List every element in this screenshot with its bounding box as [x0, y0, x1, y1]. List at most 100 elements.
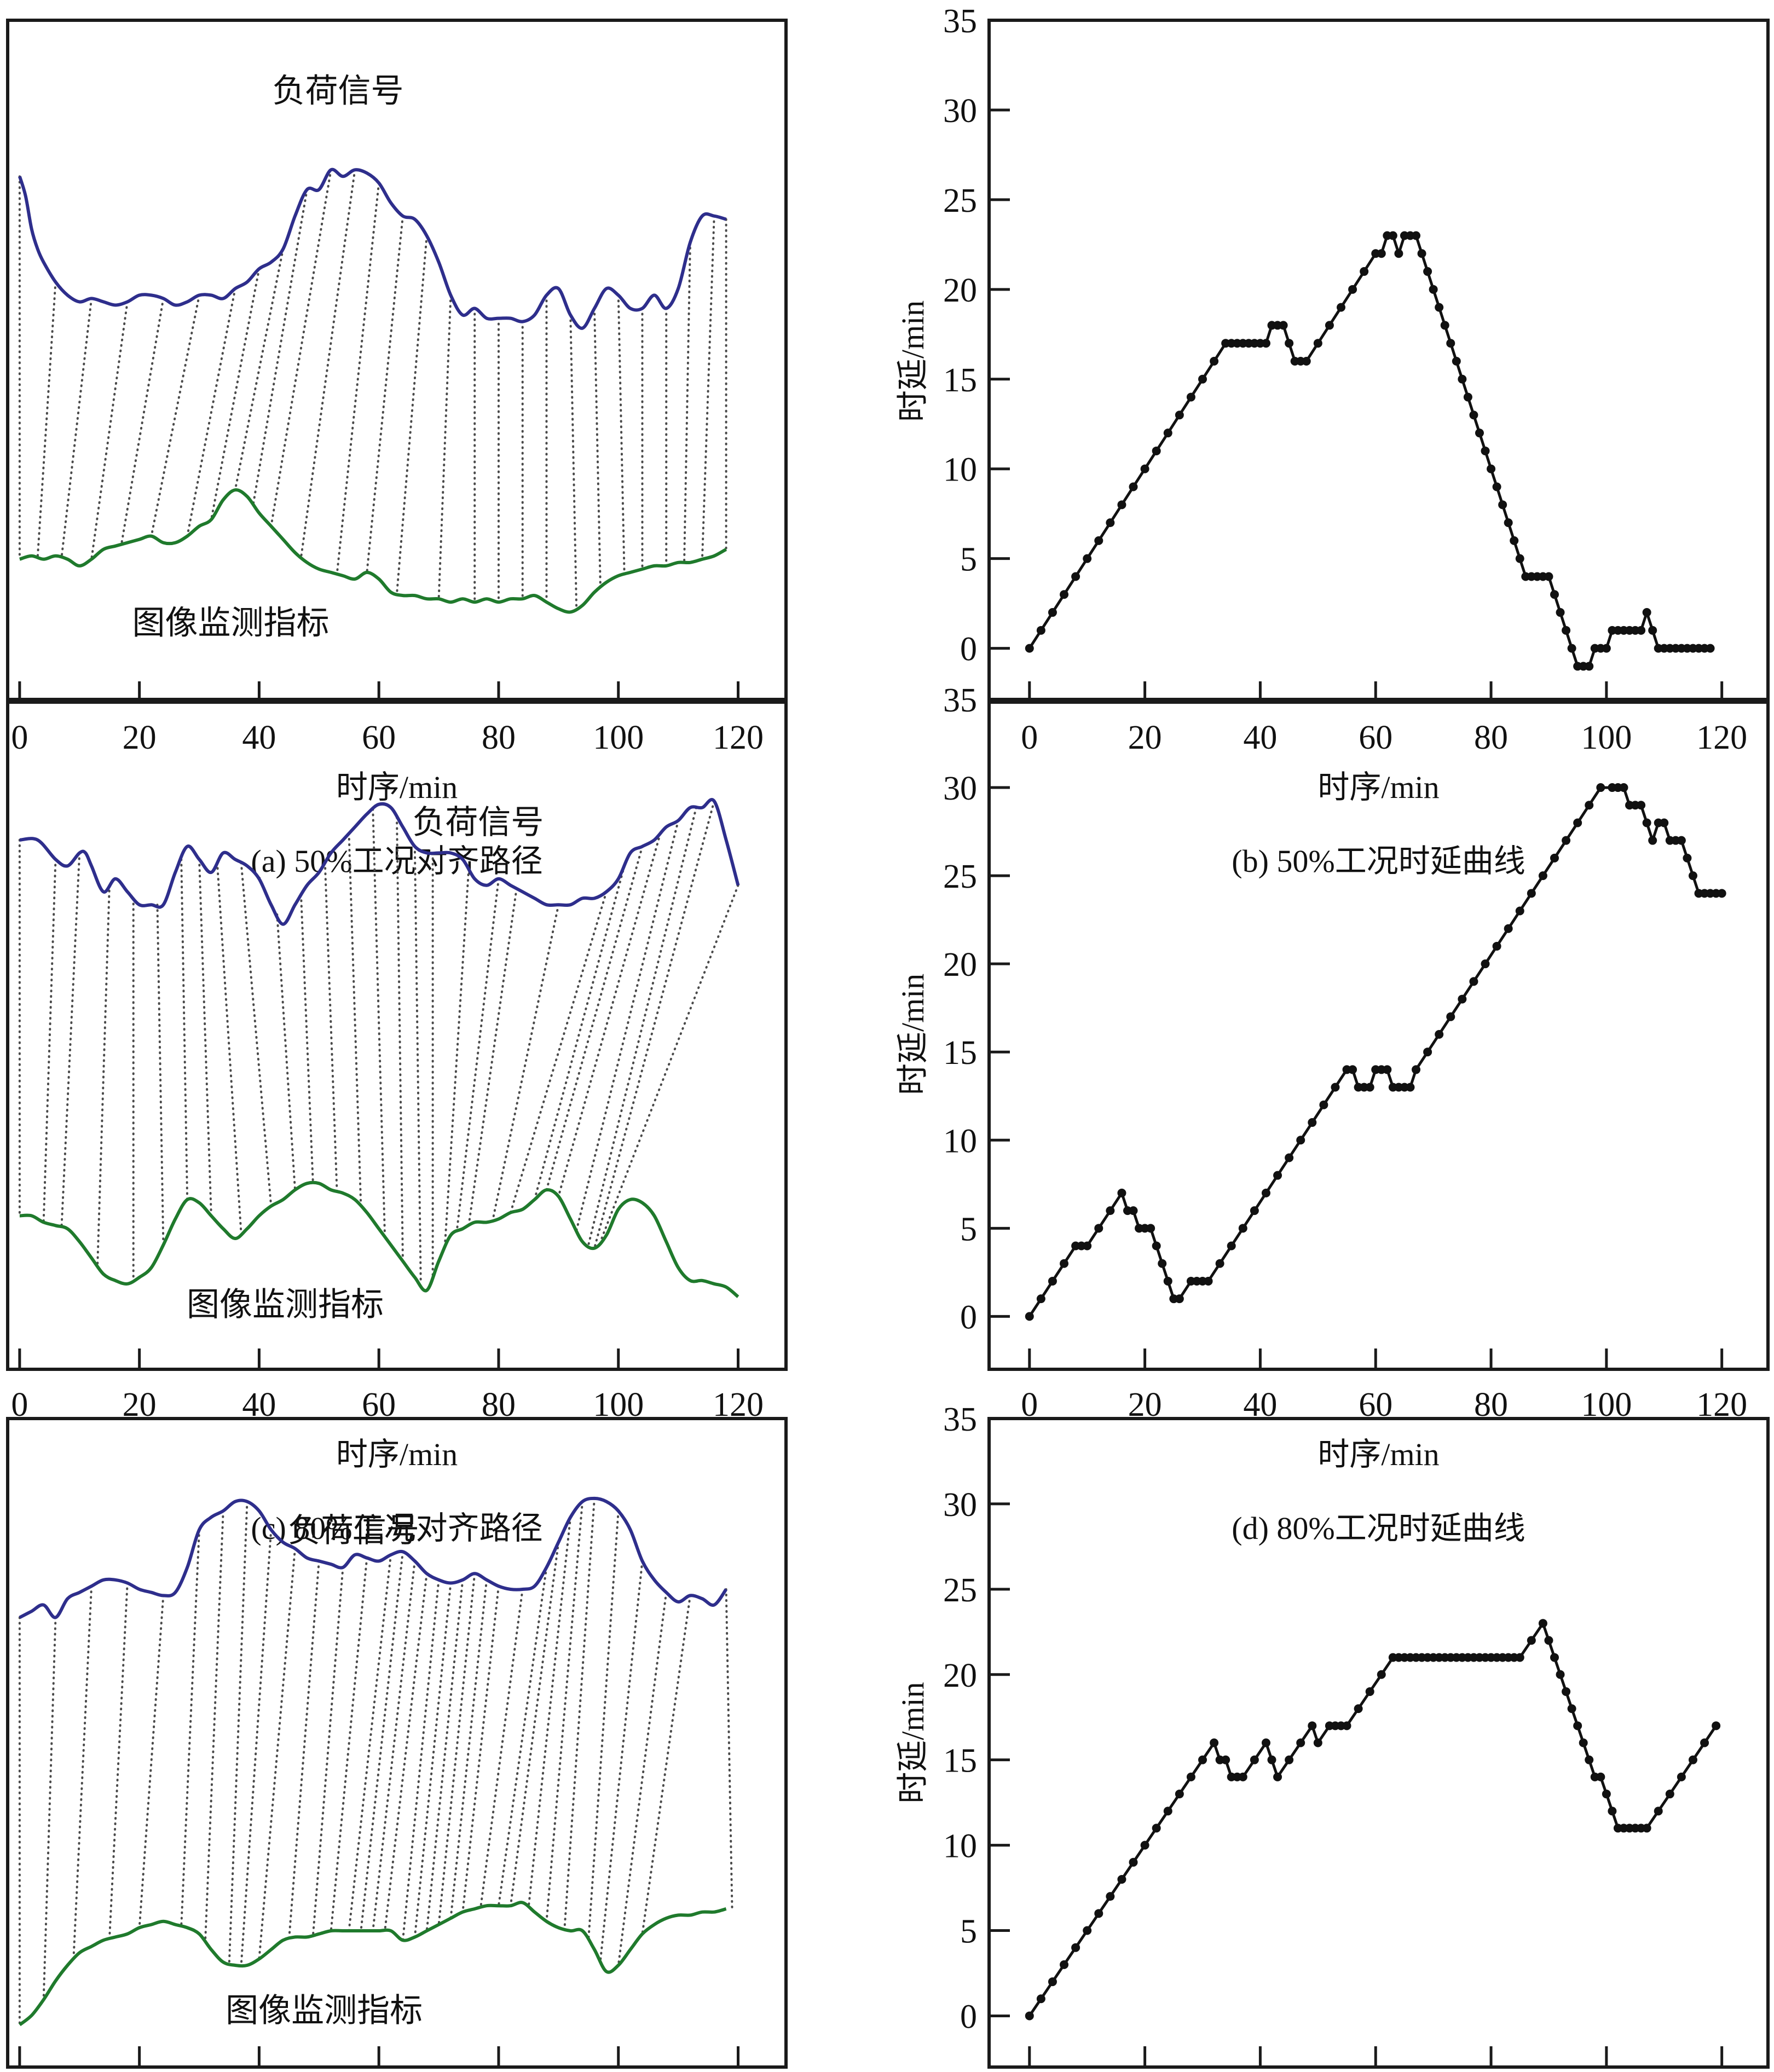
delay-point: [1538, 871, 1547, 881]
alignment-link: [258, 1547, 297, 1960]
x-tick-label: 0: [1021, 719, 1038, 756]
delay-point: [1504, 518, 1513, 528]
delay-point: [1683, 853, 1692, 863]
delay-point: [1221, 1755, 1230, 1764]
delay-point: [1036, 1994, 1045, 2004]
alignment-link: [366, 215, 404, 574]
delay-point: [1048, 608, 1057, 617]
alignment-link: [156, 904, 165, 1246]
delay-point: [1377, 249, 1386, 258]
alignment-link: [210, 268, 261, 521]
y-tick-label: 25: [943, 1572, 977, 1609]
y-tick-label: 10: [943, 452, 977, 489]
delay-point: [1688, 871, 1697, 881]
delay-point: [1688, 1755, 1697, 1764]
load-signal-line: [18, 167, 727, 330]
delay-point: [1700, 1738, 1709, 1747]
delay-point: [1492, 482, 1501, 491]
delay-point: [1654, 1807, 1663, 1816]
delay-point: [1025, 644, 1034, 653]
load-signal-line: [19, 1496, 728, 1619]
y-tick-label: 0: [960, 1998, 977, 2035]
delay-point: [1060, 1259, 1069, 1268]
delay-point: [1313, 1738, 1322, 1747]
delay-point: [1412, 231, 1421, 240]
alignment-link: [545, 845, 644, 1191]
delay-point: [1377, 1670, 1386, 1679]
x-tick-label: 60: [1359, 719, 1392, 756]
delay-point: [1648, 836, 1657, 845]
delay-point: [1250, 1206, 1259, 1216]
alignment-link: [372, 1560, 416, 1932]
delay-point: [1025, 2011, 1034, 2021]
delay-point: [1354, 1704, 1363, 1714]
delay-point: [1129, 482, 1138, 491]
delay-point: [1475, 429, 1484, 438]
delay-point: [1383, 1065, 1392, 1074]
delay-point: [1579, 1738, 1588, 1747]
delay-series-line: [1028, 234, 1711, 668]
delay-point: [1417, 249, 1426, 258]
y-tick-label: 20: [943, 1657, 977, 1694]
delay-point: [1446, 339, 1455, 348]
delay-point: [1186, 1772, 1195, 1781]
x-axis-label: 时序/min: [1318, 1437, 1439, 1472]
alignment-link: [348, 1554, 392, 1932]
delay-point: [1060, 590, 1069, 599]
delay-point: [1198, 1755, 1207, 1764]
delay-point: [1388, 231, 1397, 240]
y-tick-label: 35: [943, 682, 977, 719]
delay-point: [1348, 1065, 1357, 1074]
delay-point: [1544, 572, 1553, 581]
alignment-link: [509, 1541, 560, 1907]
delay-point: [1117, 500, 1126, 510]
delay-point: [1204, 1276, 1213, 1286]
plot-frame: [987, 19, 1770, 704]
load-signal-line: [19, 798, 740, 926]
alignment-link: [437, 1572, 476, 1926]
image-index-line: [19, 488, 727, 614]
y-tick-label: 20: [943, 272, 977, 309]
alignment-link: [72, 1585, 93, 1960]
delay-point: [1094, 1909, 1103, 1918]
y-tick-label: 35: [943, 3, 977, 40]
y-tick-label: 30: [943, 92, 977, 130]
delay-point: [1665, 1790, 1674, 1799]
alignment-link: [36, 281, 57, 559]
image-index-annotation: 图像监测指标: [226, 1993, 423, 2029]
alignment-link: [533, 865, 626, 1201]
delay-point: [1036, 626, 1045, 635]
delay-point: [1492, 941, 1501, 951]
alignment-link: [60, 297, 93, 559]
delay-point: [1336, 303, 1345, 312]
plot-frame: [6, 1417, 788, 2069]
delay-point: [1458, 994, 1467, 1004]
y-tick-label: 0: [960, 1299, 977, 1336]
y-tick-label: 25: [943, 182, 977, 219]
delay-point: [1608, 1807, 1617, 1816]
delay-point: [1186, 392, 1195, 402]
alignment-link: [384, 1572, 428, 1932]
delay-point: [1481, 446, 1490, 455]
delay-point: [1429, 285, 1438, 294]
delay-point: [1642, 818, 1651, 827]
delay-point: [1308, 1721, 1317, 1730]
delay-point: [1515, 906, 1524, 916]
delay-point: [1261, 1188, 1270, 1197]
alignment-link: [108, 1582, 129, 1940]
load-signal-annotation: 负荷信号: [412, 805, 544, 841]
delay-point: [1556, 1670, 1565, 1679]
x-tick-label: 40: [242, 719, 276, 756]
alignment-link: [299, 169, 356, 559]
alignment-link: [186, 287, 236, 537]
alignment-link: [545, 1500, 584, 1923]
alignment-link: [413, 845, 422, 1285]
delay-point: [1140, 464, 1149, 473]
delay-point: [1619, 783, 1628, 792]
alignment-link: [575, 819, 680, 1232]
delay-point: [1285, 339, 1294, 348]
delay-point: [1261, 1738, 1270, 1747]
y-tick-label: 35: [943, 1401, 977, 1438]
delay-point: [1163, 1807, 1172, 1816]
